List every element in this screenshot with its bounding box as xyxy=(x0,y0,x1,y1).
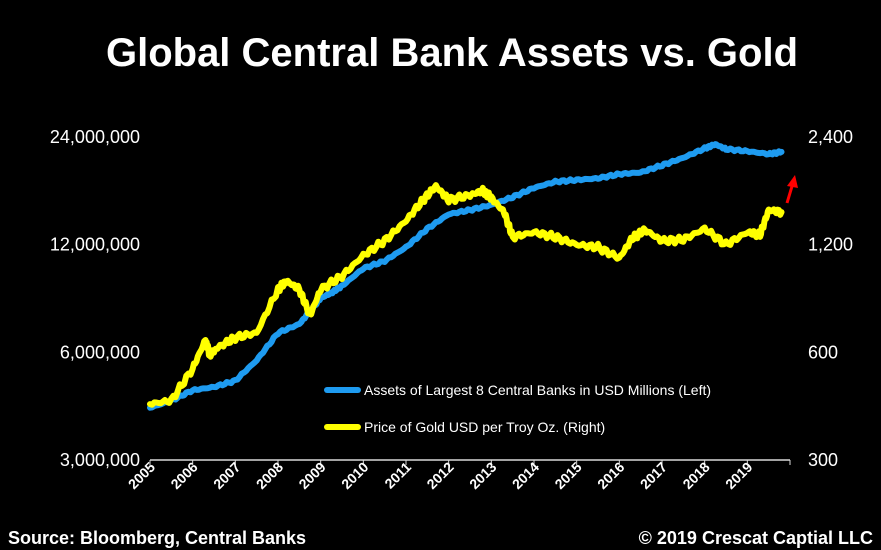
right-tick-label: 2,400 xyxy=(808,127,853,147)
left-tick-label: 3,000,000 xyxy=(60,450,140,470)
source-note: Source: Bloomberg, Central Banks xyxy=(8,528,306,548)
red-arrow-annotation xyxy=(785,175,798,204)
chart-title: Global Central Bank Assets vs. Gold xyxy=(106,31,798,75)
legend: Assets of Largest 8 Central Banks in USD… xyxy=(324,382,711,435)
left-tick-label: 12,000,000 xyxy=(50,235,140,255)
right-tick-label: 300 xyxy=(808,450,838,470)
left-tick-label: 24,000,000 xyxy=(50,127,140,147)
right-tick-label: 600 xyxy=(808,342,838,362)
copyright-note: © 2019 Crescat Captial LLC xyxy=(639,528,873,548)
gold-price-line xyxy=(147,182,785,408)
left-axis: 3,000,000 6,000,000 12,000,000 24,000,000 xyxy=(50,127,140,470)
central-bank-assets-line xyxy=(147,141,785,411)
right-tick-label: 1,200 xyxy=(808,235,853,255)
right-axis: 300 600 1,200 2,400 xyxy=(808,127,853,470)
left-tick-label: 6,000,000 xyxy=(60,342,140,362)
legend-label-assets: Assets of Largest 8 Central Banks in USD… xyxy=(364,382,711,398)
legend-label-gold: Price of Gold USD per Troy Oz. (Right) xyxy=(364,419,605,435)
